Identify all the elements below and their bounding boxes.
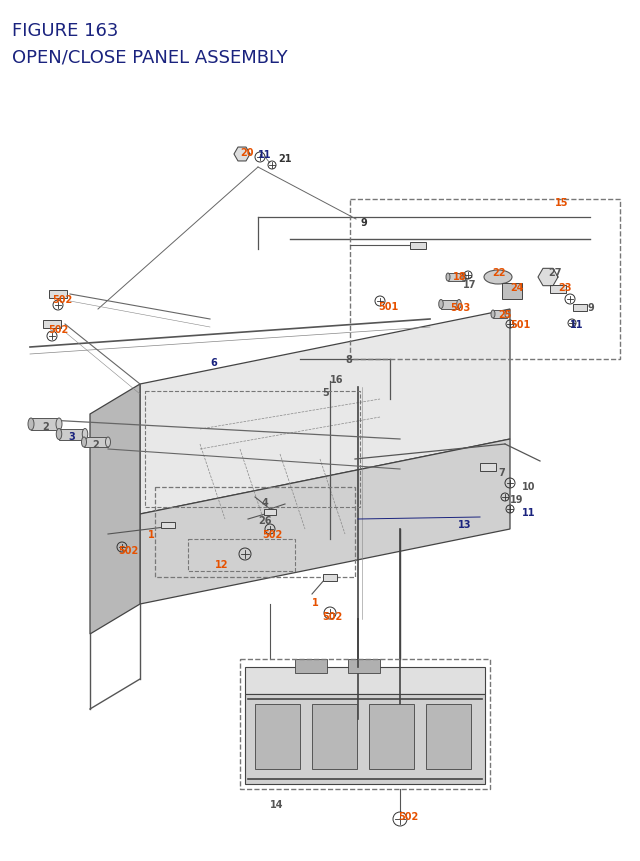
Bar — [240, 660, 490, 789]
Text: 6: 6 — [210, 357, 217, 368]
Bar — [312, 704, 357, 769]
Text: 502: 502 — [48, 325, 68, 335]
Text: 2: 2 — [92, 439, 99, 449]
Text: 25: 25 — [498, 310, 511, 319]
Text: 18: 18 — [453, 272, 467, 282]
Text: OPEN/CLOSE PANEL ASSEMBLY: OPEN/CLOSE PANEL ASSEMBLY — [12, 48, 287, 66]
Ellipse shape — [505, 311, 509, 319]
Ellipse shape — [106, 437, 111, 448]
Text: 15: 15 — [555, 198, 568, 208]
Bar — [493, 311, 507, 319]
Text: 12: 12 — [215, 560, 228, 569]
Text: 17: 17 — [463, 280, 477, 289]
Bar — [480, 463, 496, 472]
Text: 24: 24 — [510, 282, 524, 293]
Text: 5: 5 — [322, 387, 329, 398]
Ellipse shape — [491, 311, 495, 319]
Text: 502: 502 — [262, 530, 282, 539]
Text: 1: 1 — [148, 530, 155, 539]
Text: 21: 21 — [278, 154, 291, 164]
Text: 9: 9 — [588, 303, 595, 313]
Ellipse shape — [439, 300, 444, 309]
Bar — [255, 704, 300, 769]
Text: FIGURE 163: FIGURE 163 — [12, 22, 118, 40]
Bar — [369, 704, 414, 769]
Bar — [550, 286, 566, 294]
Bar — [502, 283, 522, 300]
Bar — [410, 242, 426, 249]
Ellipse shape — [81, 437, 86, 448]
Text: 503: 503 — [450, 303, 470, 313]
Polygon shape — [538, 269, 558, 287]
Polygon shape — [245, 694, 485, 784]
Text: 1: 1 — [312, 598, 319, 607]
Text: 502: 502 — [118, 545, 138, 555]
Bar — [295, 660, 327, 673]
Bar — [49, 291, 67, 299]
Bar — [59, 429, 85, 440]
Text: 502: 502 — [52, 294, 72, 305]
Ellipse shape — [56, 429, 61, 440]
Polygon shape — [245, 667, 485, 694]
Bar — [188, 539, 295, 572]
Ellipse shape — [457, 300, 461, 309]
Text: 22: 22 — [492, 268, 506, 278]
Text: 7: 7 — [498, 468, 505, 478]
Bar — [43, 320, 61, 329]
Bar — [573, 304, 587, 311]
Text: 27: 27 — [548, 268, 561, 278]
Text: 502: 502 — [398, 811, 419, 821]
Polygon shape — [140, 310, 510, 514]
Bar — [264, 510, 276, 516]
Bar — [84, 437, 108, 448]
Bar — [31, 418, 59, 430]
Ellipse shape — [446, 274, 450, 282]
Bar — [145, 392, 360, 507]
Text: 2: 2 — [42, 422, 49, 431]
Text: 19: 19 — [510, 494, 524, 505]
Text: 10: 10 — [522, 481, 536, 492]
Text: 501: 501 — [510, 319, 531, 330]
Text: 502: 502 — [322, 611, 342, 622]
Text: 11: 11 — [522, 507, 536, 517]
Polygon shape — [90, 385, 140, 635]
Polygon shape — [234, 148, 250, 162]
Text: 13: 13 — [458, 519, 472, 530]
Bar — [155, 487, 355, 578]
Bar — [441, 300, 459, 309]
Text: 11: 11 — [570, 319, 584, 330]
Bar — [350, 200, 620, 360]
Text: 3: 3 — [68, 431, 75, 442]
Bar — [161, 523, 175, 529]
Text: 501: 501 — [378, 301, 398, 312]
Bar — [323, 573, 337, 581]
Text: 20: 20 — [240, 148, 253, 158]
Text: 23: 23 — [558, 282, 572, 293]
Text: 14: 14 — [270, 799, 284, 809]
Text: 26: 26 — [258, 516, 271, 525]
Ellipse shape — [83, 429, 88, 440]
Ellipse shape — [462, 274, 466, 282]
Polygon shape — [140, 439, 510, 604]
Text: 8: 8 — [345, 355, 352, 364]
Ellipse shape — [484, 270, 512, 285]
Text: 11: 11 — [258, 150, 271, 160]
Text: 16: 16 — [330, 375, 344, 385]
Text: 4: 4 — [262, 498, 269, 507]
Bar — [348, 660, 380, 673]
Ellipse shape — [28, 418, 34, 430]
Bar — [448, 274, 464, 282]
Bar — [426, 704, 471, 769]
Text: 9: 9 — [360, 218, 367, 228]
Ellipse shape — [56, 418, 62, 430]
